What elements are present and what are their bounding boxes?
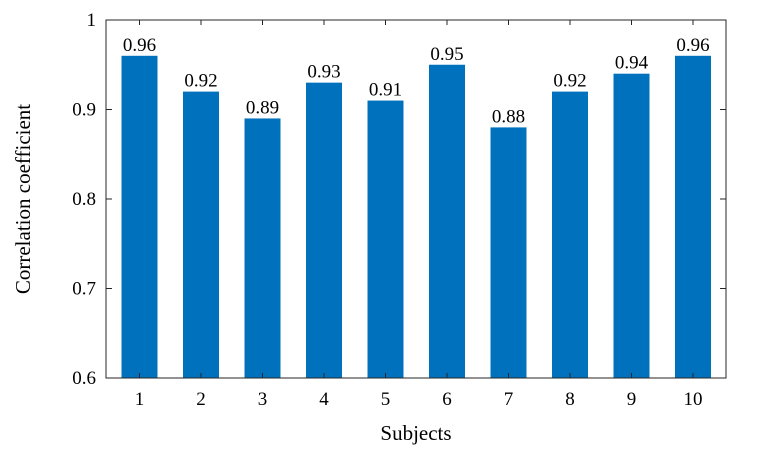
y-tick-label-0: 0.6 <box>72 368 96 389</box>
x-tick-label-5: 5 <box>381 389 391 410</box>
y-tick-label-1: 0.7 <box>72 279 96 300</box>
data-label-8: 0.92 <box>553 71 586 92</box>
data-label-9: 0.94 <box>615 53 649 74</box>
bar-7 <box>490 127 527 379</box>
x-tick-label-6: 6 <box>442 389 452 410</box>
bar-5 <box>367 100 404 379</box>
data-label-7: 0.88 <box>492 106 525 127</box>
data-label-1: 0.96 <box>123 35 156 56</box>
data-label-4: 0.93 <box>307 62 340 83</box>
bars-group <box>121 55 711 379</box>
x-tick-label-4: 4 <box>319 389 329 410</box>
y-tick-label-3: 0.9 <box>72 100 96 121</box>
x-tick-label-2: 2 <box>196 389 206 410</box>
data-label-6: 0.95 <box>430 44 463 65</box>
data-label-3: 0.89 <box>246 97 279 118</box>
x-tick-label-3: 3 <box>258 389 268 410</box>
x-tick-label-7: 7 <box>504 389 514 410</box>
x-tick-label-8: 8 <box>565 389 575 410</box>
data-label-2: 0.92 <box>184 71 217 92</box>
y-tick-label-2: 0.8 <box>72 189 96 210</box>
data-labels-group: 0.96 0.92 0.89 0.93 0.91 0.95 0.88 0.92 0.94 0.96 <box>123 35 710 128</box>
bar-6 <box>429 64 465 378</box>
x-tick-label-1: 1 <box>135 389 145 410</box>
bar-1 <box>121 55 158 379</box>
data-label-10: 0.96 <box>676 35 709 56</box>
bar-8 <box>552 91 588 378</box>
bar-10 <box>675 55 711 379</box>
x-axis-label: Subjects <box>380 421 451 445</box>
data-label-5: 0.91 <box>369 80 402 101</box>
plot-frame <box>105 19 727 379</box>
bar-4 <box>306 82 342 379</box>
y-tick-label-4: 1 <box>87 10 97 31</box>
bar-2 <box>183 91 219 378</box>
bar-3 <box>244 118 281 378</box>
bar-9 <box>613 73 650 378</box>
y-axis-label: Correlation coefficient <box>11 104 35 294</box>
x-axis-ticks: 1 2 3 4 5 6 7 8 9 10 <box>135 20 703 410</box>
x-tick-label-9: 9 <box>627 389 637 410</box>
x-tick-label-10: 10 <box>684 389 703 410</box>
